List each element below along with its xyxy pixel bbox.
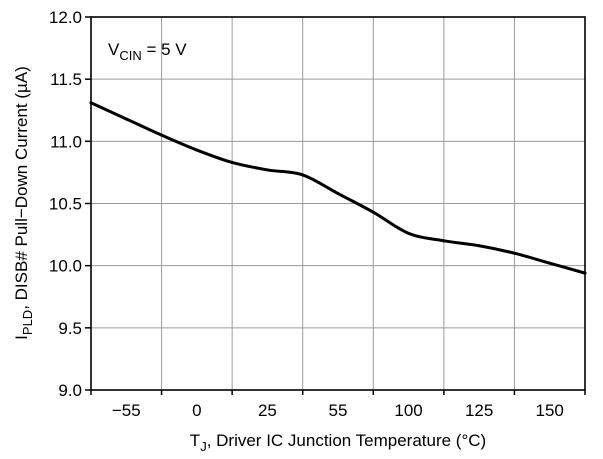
- series-point: [548, 261, 552, 265]
- y-tick-label: 9.5: [58, 319, 82, 338]
- series-point: [512, 251, 516, 255]
- x-tick-label: 25: [258, 401, 277, 420]
- series-point: [124, 117, 128, 121]
- series-point: [160, 133, 164, 137]
- x-tick-label: 150: [536, 401, 564, 420]
- x-tick-label: 55: [329, 401, 348, 420]
- y-axis-label: IPLD, DISB# Pull−Down Current (µA): [12, 66, 35, 340]
- x-axis-label-main: T: [190, 431, 200, 450]
- annotation-main: V: [108, 40, 120, 59]
- series-point: [442, 239, 446, 243]
- x-tick-label: 125: [465, 401, 493, 420]
- condition-annotation: VCIN = 5 V: [108, 40, 187, 63]
- x-tick-label: −55: [112, 401, 141, 420]
- y-tick-label: 10.5: [49, 195, 82, 214]
- series-point: [265, 168, 269, 172]
- annotation-subscript: CIN: [119, 48, 141, 63]
- y-axis-label-subscript: PLD: [20, 310, 35, 335]
- x-tick-label: 100: [394, 401, 422, 420]
- series-point: [371, 210, 375, 214]
- series-point: [477, 244, 481, 248]
- series-point: [301, 173, 305, 177]
- y-tick-label: 12.0: [49, 8, 82, 27]
- annotation-rest: = 5 V: [142, 40, 188, 59]
- y-tick-label: 11.5: [50, 70, 82, 89]
- series-point: [407, 231, 411, 235]
- x-tick-label: 0: [192, 401, 201, 420]
- y-tick-label: 10.0: [49, 257, 82, 276]
- x-tick-labels: −55 0 25 55 100 125 150: [90, 390, 586, 420]
- series-point: [195, 148, 199, 152]
- series-layer: [89, 101, 587, 275]
- x-axis-label: TJ, Driver IC Junction Temperature (°C): [190, 431, 486, 454]
- y-tick-label: 11.0: [50, 132, 82, 151]
- y-axis-label-rest: , DISB# Pull−Down Current (µA): [12, 66, 31, 310]
- y-tick-labels: 9.0 9.5 10.0 10.5 11.0 11.5 12.0: [49, 8, 91, 400]
- grid: [91, 17, 585, 390]
- series-point: [336, 192, 340, 196]
- y-axis-label-main: I: [12, 335, 31, 340]
- series-line: [89, 101, 587, 275]
- x-axis-label-rest: , Driver IC Junction Temperature (°C): [207, 431, 487, 450]
- y-tick-label: 9.0: [58, 381, 82, 400]
- x-axis-label-subscript: J: [200, 439, 207, 454]
- series-point: [230, 160, 234, 164]
